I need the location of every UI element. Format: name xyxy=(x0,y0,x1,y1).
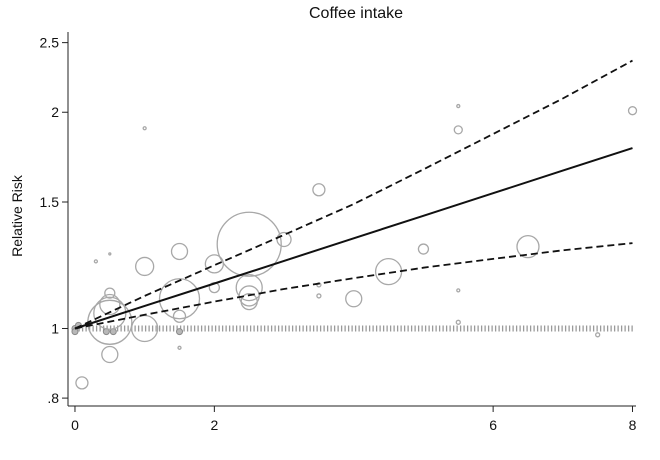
study-point xyxy=(374,257,403,286)
ci-lower-line xyxy=(74,242,633,330)
y-tick-label: 2.5 xyxy=(40,35,60,51)
y-tick-label: .8 xyxy=(47,390,59,406)
y-tick-label: 1 xyxy=(51,320,59,336)
study-point xyxy=(276,231,292,248)
study-point xyxy=(316,293,322,299)
study-point xyxy=(170,242,189,261)
y-tick-label: 2 xyxy=(51,104,59,120)
fitted-curve xyxy=(74,147,633,330)
study-point xyxy=(235,273,263,302)
study-point xyxy=(516,234,540,259)
y-axis-title: Relative Risk xyxy=(9,174,25,257)
study-point xyxy=(75,376,89,390)
plot-area: .8 1 1.5 2 2.5 0 2 6 8 xyxy=(40,32,638,433)
x-tick-label: 2 xyxy=(210,417,218,433)
study-point xyxy=(455,319,461,325)
study-point xyxy=(99,293,121,316)
study-point xyxy=(453,125,463,135)
study-point xyxy=(456,288,461,293)
y-tick-label: 1.5 xyxy=(40,194,60,210)
ci-upper-line xyxy=(74,59,633,330)
study-point xyxy=(595,332,601,338)
study-point xyxy=(627,106,638,116)
study-point xyxy=(456,103,461,109)
study-point xyxy=(240,292,258,311)
study-point xyxy=(71,328,79,336)
study-point xyxy=(108,252,112,256)
study-point xyxy=(238,285,260,307)
study-point xyxy=(93,259,99,264)
study-point xyxy=(93,296,127,330)
x-tick-label: 0 xyxy=(71,417,79,433)
x-tick-label: 8 xyxy=(629,417,637,433)
x-tick-label: 6 xyxy=(489,417,497,433)
study-point xyxy=(158,278,201,320)
study-point xyxy=(101,345,119,364)
study-point xyxy=(417,243,430,255)
study-point xyxy=(177,345,182,350)
study-point xyxy=(345,290,363,308)
chart-title: Coffee intake xyxy=(309,5,403,22)
study-point xyxy=(176,328,184,336)
study-point xyxy=(142,126,147,131)
study-point xyxy=(312,183,326,197)
study-point xyxy=(172,309,187,323)
study-point xyxy=(135,256,155,277)
study-point xyxy=(216,211,282,277)
study-point xyxy=(104,287,116,299)
